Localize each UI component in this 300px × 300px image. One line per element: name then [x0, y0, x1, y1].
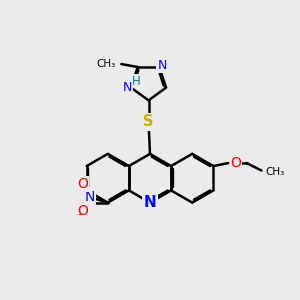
Text: N: N	[85, 190, 95, 204]
Text: N: N	[144, 195, 156, 210]
Text: N: N	[158, 59, 167, 72]
Text: -: -	[77, 209, 82, 220]
Text: H: H	[132, 75, 141, 88]
Text: O: O	[231, 156, 242, 170]
Text: S: S	[143, 114, 154, 129]
Text: O: O	[78, 204, 88, 218]
Text: CH₃: CH₃	[265, 167, 284, 177]
Text: CH₃: CH₃	[97, 59, 116, 69]
Text: O: O	[78, 177, 88, 191]
Text: N: N	[123, 81, 132, 94]
